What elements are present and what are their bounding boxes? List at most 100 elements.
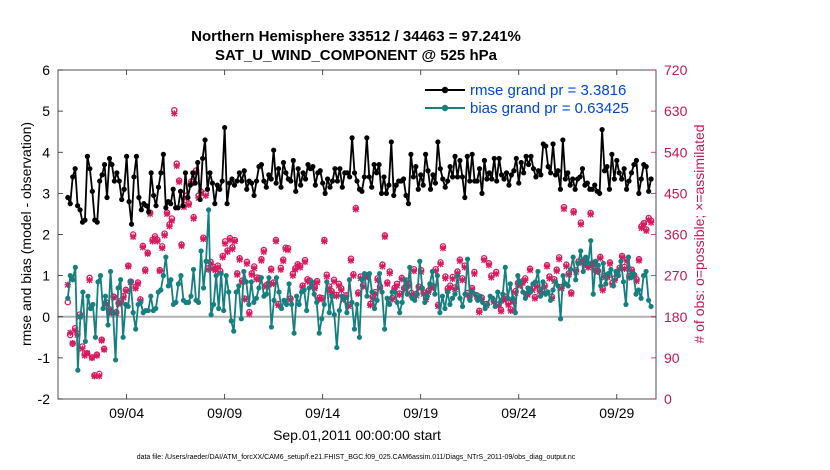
rmse-point bbox=[119, 196, 125, 203]
bias-point bbox=[241, 268, 247, 275]
bias-point bbox=[128, 279, 134, 285]
bias-point bbox=[278, 305, 285, 312]
obs-assimilated-point bbox=[154, 238, 161, 245]
obs-assimilated-point bbox=[396, 291, 403, 299]
obs-assimilated-point bbox=[442, 275, 449, 282]
bias-point bbox=[640, 273, 647, 279]
obs-assimilated-point bbox=[250, 265, 258, 272]
obs-assimilated-point bbox=[125, 263, 132, 270]
bias-point bbox=[452, 291, 458, 297]
obs-assimilated-point bbox=[236, 256, 243, 263]
obs-assimilated-point bbox=[384, 280, 391, 288]
rmse-point bbox=[170, 186, 176, 192]
rmse-point bbox=[266, 172, 272, 178]
bias-point bbox=[520, 289, 526, 295]
rmse-point bbox=[361, 174, 367, 180]
rmse-point bbox=[116, 178, 122, 184]
rmse-point bbox=[349, 135, 355, 141]
rmse-point bbox=[400, 176, 407, 182]
rmse-point bbox=[633, 157, 639, 164]
obs-assimilated-point bbox=[563, 263, 570, 270]
bias-point bbox=[356, 334, 363, 340]
obs-assimilated-point bbox=[352, 206, 360, 213]
rmse-point bbox=[207, 170, 213, 176]
y-axis-right-label: # of obs: o=possible; ×=assimilated bbox=[691, 124, 707, 343]
bias-point bbox=[422, 299, 428, 305]
obs-assimilated-point bbox=[538, 289, 546, 297]
x-tick-label: 09/24 bbox=[501, 405, 536, 421]
rmse-point bbox=[491, 155, 497, 162]
bias-point bbox=[203, 258, 209, 264]
rmse-point bbox=[410, 174, 416, 180]
bias-point bbox=[256, 285, 262, 291]
rmse-point bbox=[550, 141, 556, 147]
obs-assimilated-point bbox=[321, 238, 328, 245]
obs-assimilated-point bbox=[142, 267, 149, 275]
rmse-point bbox=[545, 164, 551, 170]
bias-point bbox=[573, 277, 579, 283]
obs-assimilated-point bbox=[299, 283, 306, 291]
rmse-point bbox=[347, 174, 353, 180]
obs-assimilated-point bbox=[338, 287, 345, 294]
obs-assimilated-point bbox=[151, 234, 159, 242]
bias-point bbox=[178, 273, 184, 279]
bias-point bbox=[387, 301, 393, 308]
rmse-point bbox=[324, 176, 331, 182]
series-rmse bbox=[65, 124, 654, 227]
rmse-point bbox=[459, 174, 465, 180]
bias-point bbox=[379, 289, 385, 295]
rmse-point bbox=[606, 186, 613, 192]
rmse-point bbox=[82, 217, 88, 223]
obs-assimilated-point bbox=[439, 245, 447, 252]
bias-point bbox=[248, 279, 254, 285]
rmse-point bbox=[565, 170, 571, 176]
bias-point bbox=[545, 289, 551, 295]
obs-assimilated-point bbox=[476, 308, 483, 316]
rmse-point bbox=[535, 168, 541, 174]
rmse-point bbox=[89, 188, 95, 194]
bias-point bbox=[359, 277, 365, 283]
bias-point bbox=[92, 334, 99, 340]
bias-point bbox=[286, 281, 292, 287]
rmse-point bbox=[84, 153, 91, 159]
rmse-point bbox=[288, 178, 294, 184]
bias-point bbox=[522, 295, 528, 301]
rmse-point bbox=[222, 124, 228, 131]
bias-point bbox=[623, 301, 629, 308]
obs-assimilated-point bbox=[292, 266, 299, 273]
rmse-point bbox=[403, 192, 409, 199]
obs-assimilated-point bbox=[633, 277, 640, 285]
bias-point bbox=[120, 334, 126, 340]
bias-point bbox=[195, 299, 202, 305]
rmse-point bbox=[312, 182, 318, 188]
obs-assimilated-point bbox=[110, 294, 117, 301]
bias-point bbox=[200, 285, 207, 291]
rmse-point bbox=[158, 170, 164, 176]
rmse-point bbox=[393, 182, 399, 188]
obs-assimilated-point bbox=[461, 264, 468, 271]
rmse-point bbox=[496, 155, 502, 162]
rmse-point bbox=[231, 182, 238, 188]
obs-assimilated-point bbox=[505, 301, 512, 309]
rmse-point bbox=[155, 184, 162, 190]
bias-point bbox=[130, 310, 136, 316]
rmse-point bbox=[226, 180, 233, 186]
bias-point bbox=[560, 273, 566, 279]
rmse-point bbox=[579, 166, 586, 172]
bias-point bbox=[72, 264, 78, 270]
bias-point bbox=[376, 270, 383, 277]
obs-assimilated-point bbox=[495, 302, 502, 309]
rmse-point bbox=[631, 161, 637, 168]
rmse-point bbox=[415, 186, 421, 192]
rmse-point bbox=[386, 182, 392, 188]
obs-assimilated-point bbox=[647, 219, 655, 226]
rmse-point bbox=[584, 180, 590, 186]
rmse-point bbox=[187, 182, 193, 188]
right-tick-label: 540 bbox=[664, 144, 688, 160]
bias-point bbox=[281, 297, 287, 303]
rmse-point bbox=[320, 180, 326, 186]
rmse-point bbox=[241, 168, 247, 174]
rmse-point bbox=[124, 153, 130, 159]
rmse-point bbox=[271, 147, 277, 153]
rmse-point bbox=[70, 174, 76, 180]
